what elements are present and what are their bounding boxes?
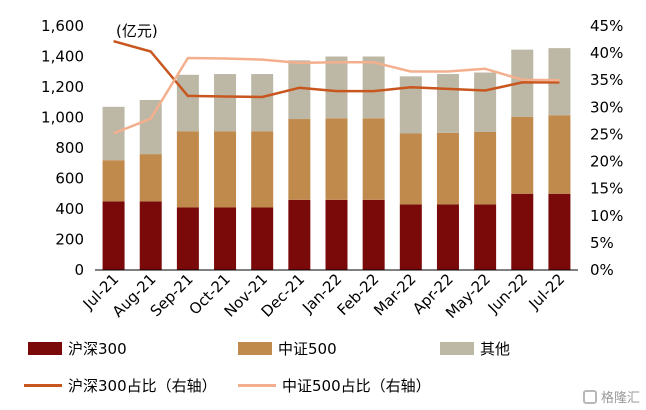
- bar-segment-0: [511, 193, 534, 270]
- y-right-tick-label: 20%: [590, 153, 623, 171]
- bar-segment-2: [251, 74, 274, 132]
- bar-segment-2: [548, 48, 571, 116]
- bar-segment-1: [399, 133, 422, 205]
- bar-segment-0: [251, 207, 274, 270]
- legend-item-hs300-share: 沪深300占比（右轴）: [24, 375, 217, 396]
- bar-segment-0: [399, 204, 422, 270]
- bar-segment-0: [548, 193, 571, 270]
- bar-segment-0: [176, 207, 199, 270]
- x-tick-label: Mar-22: [370, 270, 419, 319]
- bar-segment-1: [474, 131, 497, 205]
- bar-segment-1: [436, 132, 459, 205]
- legend-item-other: 其他: [440, 338, 510, 359]
- y-right-tick-label: 30%: [590, 98, 623, 116]
- legend-item-zz500: 中证500: [238, 338, 337, 359]
- legend-item-zz500-share: 中证500占比（右轴）: [238, 375, 431, 396]
- bar-segment-0: [436, 204, 459, 270]
- bar-segment-0: [102, 201, 125, 270]
- legend-label-other: 其他: [480, 340, 511, 358]
- unit-label: (亿元): [116, 22, 158, 40]
- bar-segment-1: [102, 160, 125, 202]
- bar-segment-2: [288, 60, 311, 120]
- y-left-tick-label: 1,600: [41, 17, 84, 35]
- line-series-3: [113, 39, 560, 99]
- y-right-tick-label: 0%: [590, 261, 614, 279]
- bar-segment-0: [474, 204, 497, 270]
- bar-segment-2: [102, 106, 125, 161]
- y-left-tick-label: 1,000: [41, 109, 84, 127]
- legend-label-zz500-share: 中证500占比（右轴）: [282, 377, 431, 395]
- chart-canvas: 0 200 400 600 800 1,000 1,200 1,400 1,600 0% 5% 10%…: [41, 17, 623, 322]
- bar-segment-1: [176, 131, 199, 208]
- y-left-tick-label: 0: [74, 261, 84, 279]
- y-left-tick-label: 200: [55, 231, 84, 249]
- y-right-tick-label: 40%: [590, 44, 623, 62]
- watermark-logo-icon: [582, 389, 597, 404]
- bar-segment-0: [139, 201, 162, 270]
- legend-swatch-hs300: [28, 342, 62, 355]
- y-left-tick-label: 600: [55, 170, 84, 188]
- y-left-tick-label: 1,200: [41, 78, 84, 96]
- bar-segment-1: [548, 115, 571, 194]
- line-series-4: [113, 56, 560, 135]
- bar-segment-1: [511, 116, 534, 194]
- bar-segment-0: [214, 207, 237, 270]
- bar-segment-2: [399, 76, 422, 134]
- watermark-text: 格隆汇: [600, 391, 640, 406]
- bar-segment-1: [139, 154, 162, 202]
- bar-segment-0: [362, 199, 385, 270]
- y-left-tick-label: 400: [55, 200, 84, 218]
- y-right-tick-label: 15%: [590, 180, 623, 198]
- bar-segment-1: [288, 119, 311, 200]
- bar-segment-1: [325, 118, 348, 200]
- bar-segment-2: [176, 74, 199, 132]
- y-right-tick-label: 25%: [590, 125, 623, 143]
- legend-line-zz500-share: [238, 384, 276, 387]
- bar-segment-2: [214, 74, 237, 132]
- y-right-tick-label: 10%: [590, 207, 623, 225]
- bar-segment-1: [214, 131, 237, 208]
- bar-segment-2: [436, 74, 459, 133]
- y-right-tick-label: 45%: [590, 17, 623, 35]
- bar-segment-2: [474, 72, 497, 132]
- bar-segment-1: [362, 118, 385, 200]
- x-tick-label: Jul-22: [525, 270, 569, 314]
- bar-segment-2: [139, 99, 162, 155]
- bar-segment-0: [325, 199, 348, 270]
- watermark: 格隆汇: [582, 387, 640, 406]
- y-left-tick-label: 800: [55, 139, 84, 157]
- legend-label-zz500: 中证500: [278, 340, 337, 358]
- legend-swatch-zz500: [238, 342, 272, 355]
- legend-label-hs300-share: 沪深300占比（右轴）: [68, 377, 217, 395]
- bar-segment-0: [288, 199, 311, 270]
- legend-label-hs300: 沪深300: [68, 340, 127, 358]
- x-tick-label: Jun-22: [484, 270, 531, 317]
- bar-segment-2: [362, 56, 385, 119]
- legend-item-hs300: 沪深300: [28, 338, 127, 359]
- y-right-tick-label: 35%: [590, 71, 623, 89]
- legend-swatch-other: [440, 342, 474, 355]
- y-left-tick-label: 1,400: [41, 48, 84, 66]
- y-right-tick-label: 5%: [590, 234, 614, 252]
- bar-segment-2: [325, 56, 348, 119]
- legend-line-hs300-share: [24, 384, 62, 387]
- bar-segment-1: [251, 131, 274, 208]
